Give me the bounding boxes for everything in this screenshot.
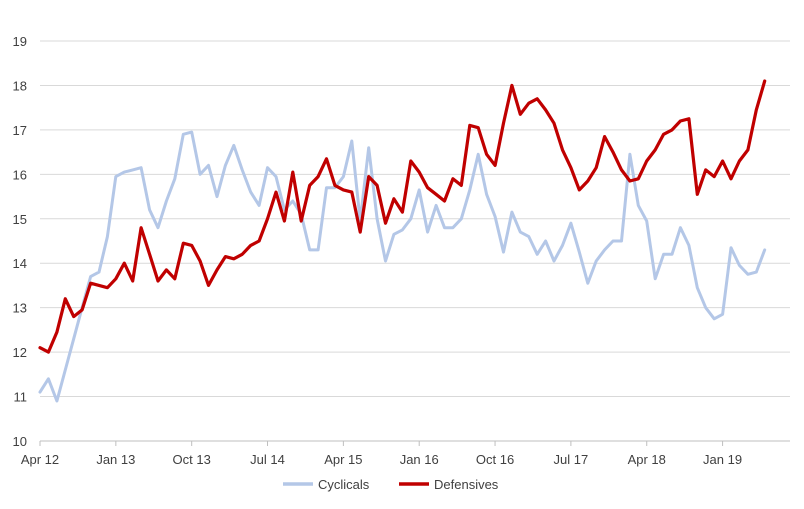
y-tick-label: 16 <box>13 167 27 182</box>
legend-label-defensives: Defensives <box>434 477 499 492</box>
x-tick-label: Jul 14 <box>250 452 285 467</box>
x-tick-label: Oct 16 <box>476 452 514 467</box>
y-tick-label: 10 <box>13 434 27 449</box>
x-tick-label: Jan 16 <box>400 452 439 467</box>
series-lines <box>38 79 767 403</box>
y-tick-label: 19 <box>13 34 27 49</box>
series-line-cyclicals <box>38 130 767 403</box>
x-tick-label: Oct 13 <box>173 452 211 467</box>
y-tick-label: 14 <box>13 256 27 271</box>
y-tick-label: 17 <box>13 123 27 138</box>
legend-label-cyclicals: Cyclicals <box>318 477 370 492</box>
y-tick-label: 18 <box>13 78 27 93</box>
y-tick-label: 12 <box>13 345 27 360</box>
y-axis-tick-labels: 10 11 12 13 14 15 16 17 18 19 <box>13 34 27 449</box>
x-tick-label: Jan 19 <box>703 452 742 467</box>
y-tick-label: 13 <box>13 301 27 316</box>
x-tick-label: Apr 15 <box>324 452 362 467</box>
x-tick-label: Jan 13 <box>96 452 135 467</box>
series-line-defensives <box>38 79 767 354</box>
x-tick-label: Jul 17 <box>554 452 589 467</box>
y-tick-label: 11 <box>14 390 28 405</box>
x-tick-label: Apr 12 <box>21 452 59 467</box>
gridlines <box>40 40 790 398</box>
x-tick-label: Apr 18 <box>628 452 666 467</box>
y-tick-label: 15 <box>13 212 27 227</box>
legend: Cyclicals Defensives <box>283 477 499 492</box>
x-axis: Apr 12 Jan 13 Oct 13 Jul 14 Apr 15 Jan 16 Oct … <box>21 440 790 467</box>
